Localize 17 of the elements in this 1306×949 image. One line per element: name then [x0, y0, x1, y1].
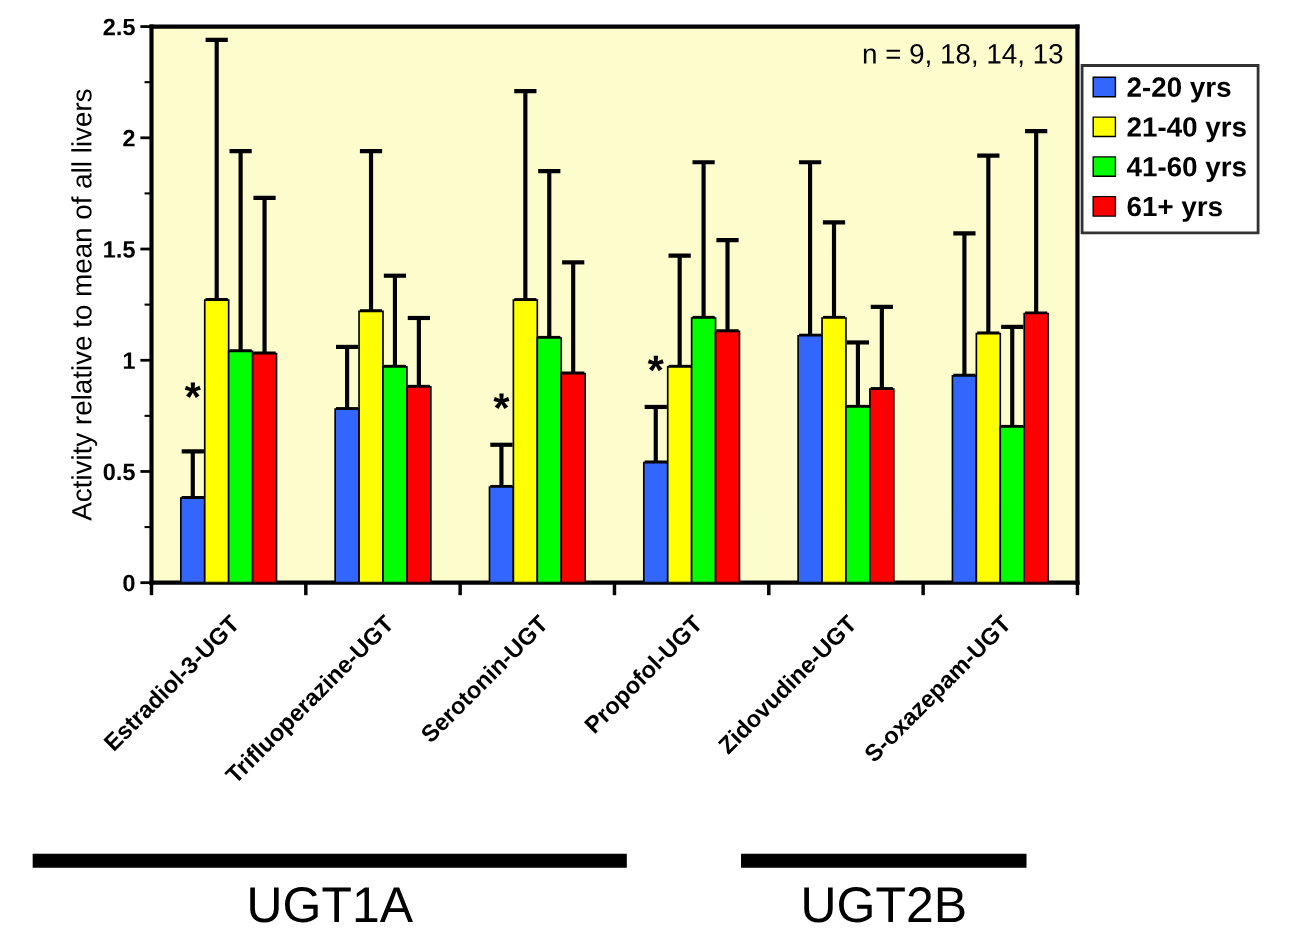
- y-tick-label: 0.5: [103, 463, 135, 481]
- legend-label: 21-40 yrs: [1127, 117, 1246, 143]
- y-tick-label: 1: [123, 352, 135, 369]
- text: UGT2B: [804, 887, 965, 923]
- text: UGT1A: [250, 887, 413, 923]
- y-axis-title: Activity relative to mean of all livers: [71, 89, 98, 521]
- y-tick-label: 0: [123, 574, 135, 592]
- y-tick-label: 2: [123, 129, 135, 147]
- y-tick-label: 1.5: [104, 241, 135, 258]
- y-tick-label: 2.5: [103, 18, 135, 36]
- legend-label: 2-20 yrs: [1127, 77, 1231, 103]
- annotation: *: [493, 393, 510, 410]
- annotation: *: [184, 382, 201, 398]
- annotation: *: [647, 355, 664, 372]
- legend-label: 41-60 yrs: [1126, 156, 1246, 183]
- legend-label: 61+ yrs: [1127, 196, 1222, 222]
- annotation: n = 9, 18, 14, 13: [863, 43, 1063, 67]
